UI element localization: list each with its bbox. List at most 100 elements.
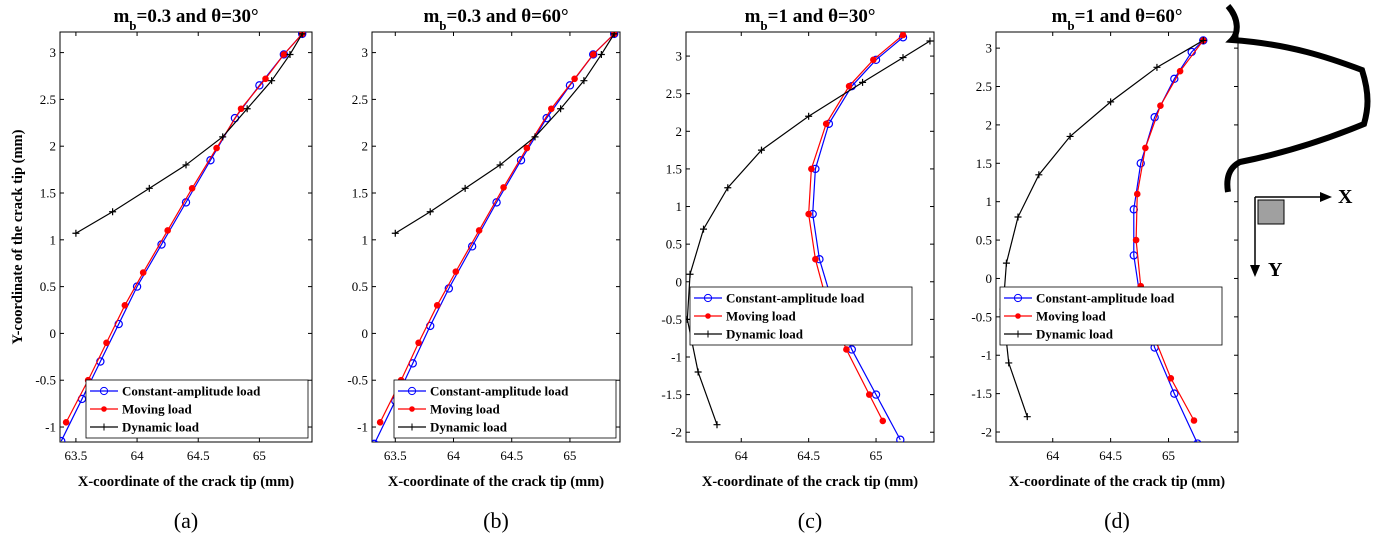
title-part: m (1052, 6, 1068, 27)
marker (870, 56, 877, 64)
plot-frame (685, 31, 935, 443)
marker (121, 302, 129, 309)
diagram-x-label: X (1338, 186, 1353, 208)
marker (188, 185, 196, 192)
marker (686, 270, 694, 278)
title-part: b (439, 18, 446, 33)
panel-caption: (b) (483, 508, 509, 533)
marker (376, 419, 384, 426)
marker (139, 269, 147, 276)
legend-marker (704, 330, 712, 338)
marker (496, 161, 504, 169)
x-tick-label: 63.5 (384, 448, 407, 463)
series-group (60, 32, 307, 442)
marker (700, 225, 708, 233)
marker (109, 208, 117, 216)
series-line (812, 36, 904, 441)
legend-marker (100, 423, 108, 431)
y-tick-label: 2.5 (976, 79, 992, 94)
y-tick-label: -0.5 (347, 373, 368, 388)
marker (1014, 213, 1022, 221)
y-tick-label: -1.5 (971, 386, 992, 401)
y-tick-label: 2.5 (666, 86, 682, 101)
legend-label: Moving load (430, 402, 500, 417)
y-tick-label: 2 (676, 124, 683, 139)
series-line (686, 40, 931, 425)
y-tick-label: -1 (981, 348, 992, 363)
x-tick-label: 65 (563, 448, 576, 463)
series-line (1002, 39, 1204, 417)
y-tick-label: 1.5 (666, 161, 682, 176)
y-arrowhead (1250, 265, 1260, 277)
marker (757, 146, 765, 154)
legend: Constant-amplitude load Moving load Dynami… (689, 286, 913, 346)
legend-marker (407, 386, 417, 396)
legend-marker (408, 423, 416, 431)
title-part: =0.3 and θ=60° (447, 6, 569, 27)
y-tick-label: -0.5 (661, 312, 682, 327)
legend-label: Dynamic load (430, 420, 508, 435)
marker (597, 50, 605, 58)
x-tick-label: 65 (1162, 448, 1175, 463)
marker (206, 156, 215, 165)
marker (531, 133, 539, 141)
marker (926, 37, 934, 45)
series-line (1135, 40, 1204, 421)
legend: Constant-amplitude load Moving load Dynami… (85, 379, 309, 439)
marker (1005, 359, 1013, 367)
marker (298, 32, 307, 39)
legend-marker (99, 386, 109, 396)
marker (859, 78, 867, 86)
chart-panel: mb=1 and θ=60° -2 -1.5 -1 -0.5 0 0.5 1 1.5 2 2.5 3 6… (971, 6, 1239, 533)
marker (475, 227, 483, 234)
x-tick-label: 64 (1046, 448, 1060, 463)
marker (879, 417, 887, 425)
marker (415, 339, 422, 347)
y-tick-label: -2 (671, 425, 682, 440)
chart-panel: mb=1 and θ=30° -2 -1.5 -1 -0.5 0 0.5 1 1.5 2 2.5 3 6… (661, 6, 935, 533)
title-part: =0.3 and θ=30° (137, 6, 259, 27)
marker (286, 50, 294, 58)
chart-panel: mb=0.3 and θ=60° -1 -0.5 0 0.5 1 1.5 2 2.5 3 63.5 6… (347, 6, 621, 533)
y-tick-label: 0.5 (352, 279, 368, 294)
marker (452, 268, 460, 275)
marker (103, 339, 110, 347)
title-part: =1 and θ=60° (1075, 6, 1183, 27)
marker (1002, 259, 1010, 267)
marker (866, 391, 873, 398)
y-tick-label: 0 (362, 326, 369, 341)
marker (1157, 102, 1164, 110)
element-square (1257, 199, 1285, 225)
marker (557, 105, 565, 113)
y-tick-label: 2 (362, 139, 369, 154)
marker (1136, 159, 1145, 168)
marker (724, 184, 732, 192)
plot-frame (995, 31, 1239, 443)
marker (805, 210, 812, 218)
x-tick-label: 64.5 (1099, 448, 1122, 463)
series-line (1133, 40, 1204, 442)
y-tick-label: 3 (362, 45, 369, 60)
y-tick-label: 1 (362, 232, 369, 247)
legend-marker (703, 293, 713, 303)
marker (372, 439, 379, 442)
marker (219, 133, 227, 141)
legend-label: Constant-amplitude load (430, 384, 569, 399)
marker (523, 144, 531, 152)
x-tick-label: 64.5 (500, 448, 523, 463)
title-part: b (129, 18, 136, 33)
marker (899, 54, 907, 62)
marker (433, 302, 441, 309)
y-tick-label: 0.5 (976, 233, 992, 248)
marker (280, 51, 288, 58)
marker (1193, 439, 1202, 442)
y-tick-label: 1.5 (40, 186, 56, 201)
marker (808, 165, 815, 173)
x-tick-label: 64.5 (797, 448, 820, 463)
chart-title: mb=0.3 and θ=60° (423, 6, 568, 33)
y-tick-label: -1 (357, 420, 368, 435)
marker (843, 346, 850, 353)
y-tick-label: 3 (50, 45, 57, 60)
marker (589, 51, 597, 58)
